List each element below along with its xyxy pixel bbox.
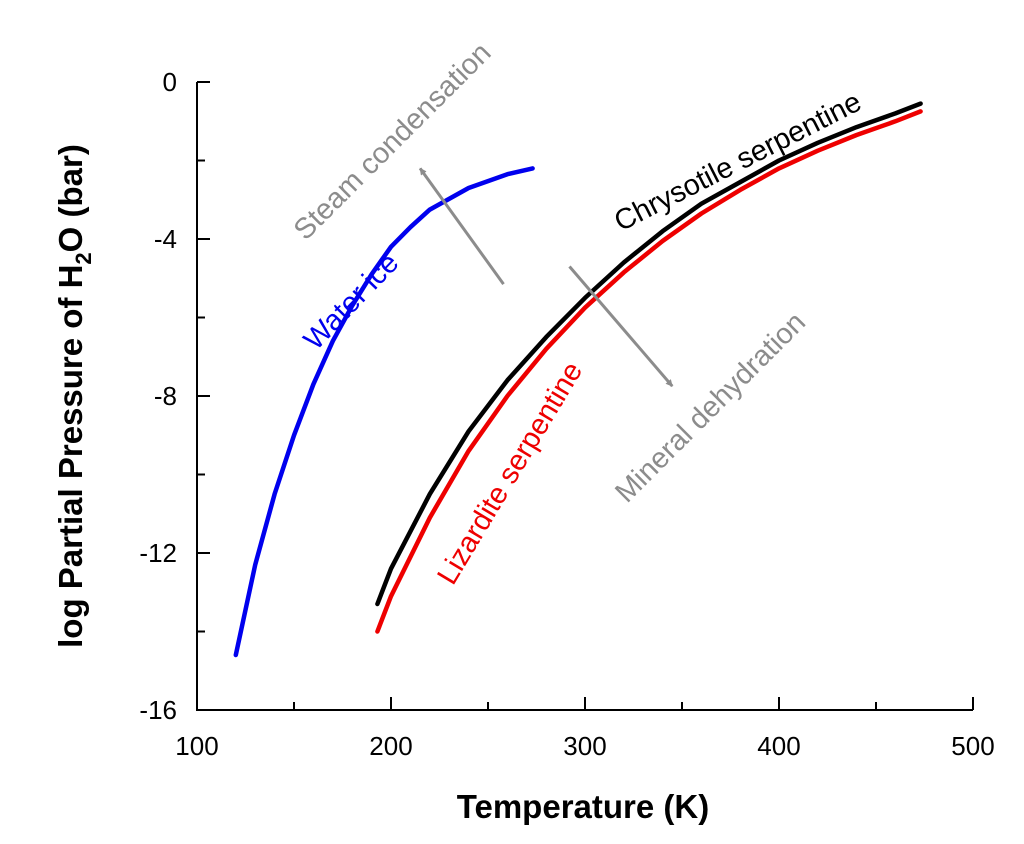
annotation-arrow-1 — [568, 265, 674, 388]
axes: 100 200 300 400 500 0 -4 -8 -12 -16 — [139, 67, 994, 761]
y-axis-title: log Partial Pressure of H2O (bar) — [52, 144, 96, 648]
x-tick-label: 100 — [175, 731, 218, 761]
y-axis-title-main: log Partial Pressure of H — [52, 265, 89, 648]
x-tick-label: 200 — [369, 731, 412, 761]
annotation-steam-condensation: Steam condensation — [288, 37, 498, 247]
y-tick-label: -12 — [139, 538, 177, 568]
y-tick-label: -4 — [154, 224, 177, 254]
y-tick-label: -8 — [154, 381, 177, 411]
x-tick-label: 300 — [563, 731, 606, 761]
y-axis-title-subscript: 2 — [71, 252, 96, 264]
series-line-lizardite-serpentine — [375, 109, 923, 634]
x-ticks: 100 200 300 400 500 — [175, 697, 995, 761]
series-label-chrysotile: Chrysotile serpentine — [609, 86, 866, 238]
annotation-arrow-0 — [418, 167, 505, 286]
y-tick-label: 0 — [163, 67, 177, 97]
series-layer — [233, 101, 923, 658]
annotation-mineral-dehydration: Mineral dehydration — [609, 306, 812, 509]
annotation-arrows — [418, 167, 674, 388]
y-axis-title-suffix: O (bar) — [52, 144, 89, 252]
y-ticks: 0 -4 -8 -12 -16 — [139, 67, 210, 725]
y-tick-label: -16 — [139, 695, 177, 725]
series-line-water-ice — [233, 166, 535, 658]
x-tick-label: 400 — [757, 731, 800, 761]
series-label-water-ice: Water ice — [298, 247, 405, 357]
series-line-chrysotile-serpentine — [375, 101, 923, 607]
x-axis-title: Temperature (K) — [457, 788, 709, 825]
x-tick-label: 500 — [951, 731, 994, 761]
